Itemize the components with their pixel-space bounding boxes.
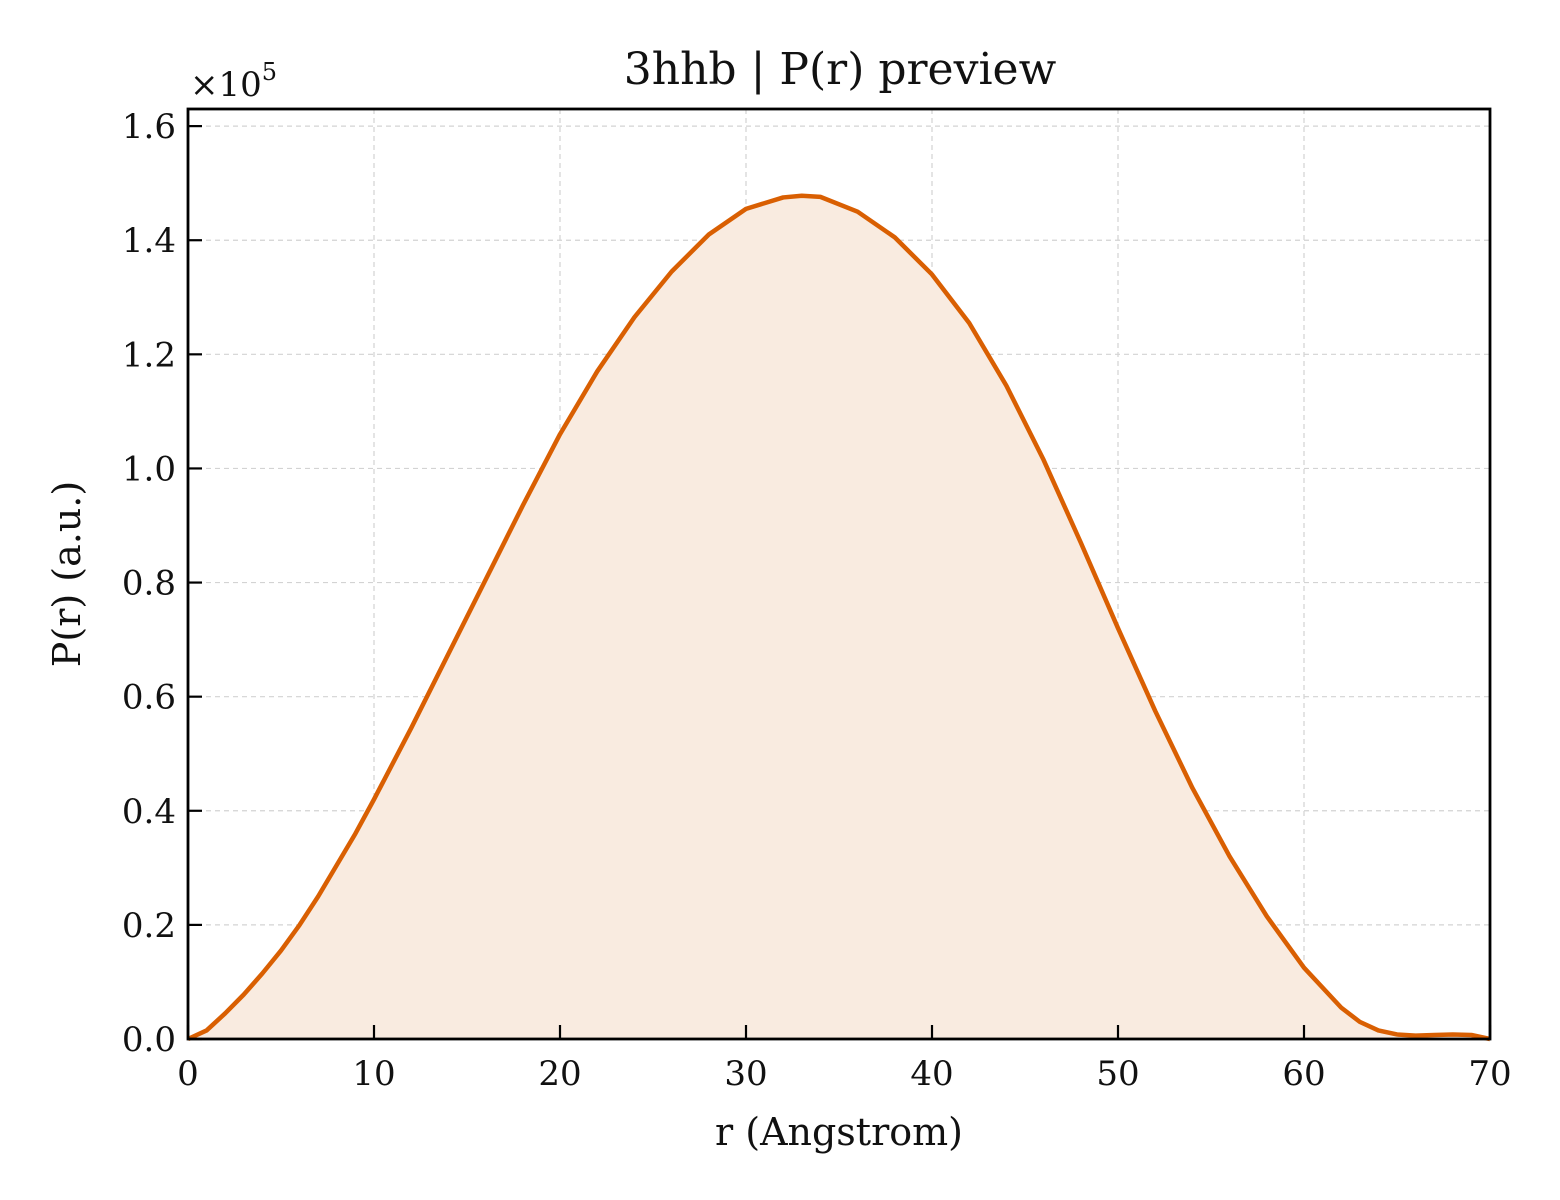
y-tick-label: 1.2 [122, 335, 176, 375]
y-tick-label: 0.8 [122, 564, 176, 604]
y-multiplier: ×105 [190, 58, 277, 105]
x-tick-label: 70 [1468, 1054, 1511, 1094]
x-tick-label: 50 [1096, 1054, 1139, 1094]
x-tick-label: 30 [724, 1054, 767, 1094]
series-line [187, 193, 1491, 1042]
y-tick-label: 0.4 [122, 792, 176, 832]
x-tick-label: 40 [910, 1054, 953, 1094]
y-tick-label: 1.4 [122, 221, 176, 261]
plot-frame [186, 107, 1492, 1041]
y-multiplier-exponent: 5 [262, 58, 277, 86]
y-tick-label: 0.2 [122, 906, 176, 946]
chart-title: 3hhb | P(r) preview [624, 44, 1057, 95]
x-tick-label: 10 [352, 1054, 395, 1094]
y-axis-label: P(r) (a.u.) [45, 481, 89, 667]
y-tick-label: 0.0 [122, 1020, 176, 1060]
y-tick-label: 1.6 [122, 107, 176, 147]
y-tick-label: 1.0 [122, 449, 176, 489]
y-tick-label: 0.6 [122, 678, 176, 718]
x-axis-label: r (Angstrom) [715, 1110, 963, 1154]
x-tick-label: 20 [538, 1054, 581, 1094]
x-tick-label: 60 [1282, 1054, 1325, 1094]
x-tick-label: 0 [177, 1054, 199, 1094]
y-multiplier-base: ×10 [190, 65, 262, 105]
area-fill [188, 195, 1490, 1040]
